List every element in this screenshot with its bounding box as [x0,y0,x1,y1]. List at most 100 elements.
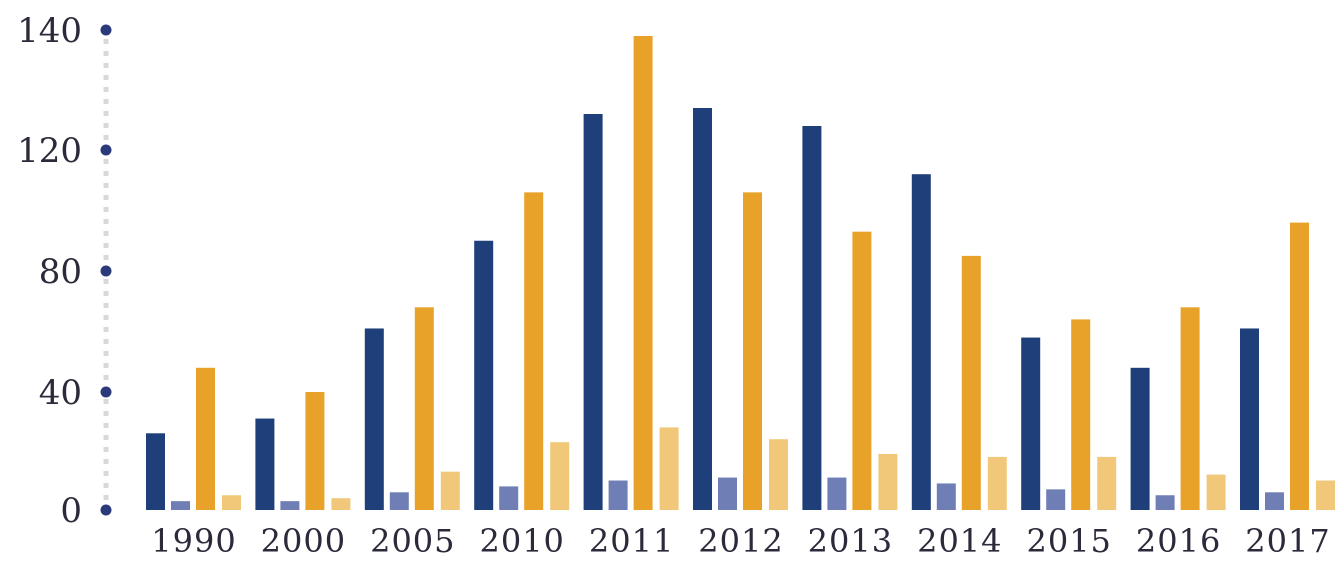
bar-2000-series-4 [331,498,351,510]
bar-2012-series-1 [693,108,712,510]
bar-2017-series-4 [1316,480,1335,510]
axis-dash [103,75,109,80]
x-tick-label-2000: 2000 [261,522,346,560]
bar-1990-series-3 [196,367,215,510]
axis-dash [103,207,109,212]
bar-2005-series-3 [414,307,434,510]
axis-dash [103,87,109,92]
axis-dash [103,459,109,464]
bar-2012-series-3 [743,192,762,510]
x-tick-label-2015: 2015 [1026,522,1111,560]
bar-2016-series-2 [1155,495,1175,510]
axis-dash [103,435,109,440]
bar-2010-series-1 [474,240,494,510]
bar-2013-series-1 [802,126,822,510]
axis-dash [103,375,109,380]
bar-2015-series-2 [1046,489,1066,510]
axis-dash [103,231,109,236]
bar-2012-series-4 [769,439,788,510]
y-tick-dot [100,265,112,277]
axis-dash [103,483,109,488]
bar-2011-series-3 [633,36,653,510]
bar-2014-series-2 [936,483,956,510]
axis-dash [103,183,109,188]
bar-2015-series-1 [1021,337,1041,510]
bar-2000-series-2 [280,501,300,510]
x-tick-label-2010: 2010 [479,522,564,560]
x-tick-label-2013: 2013 [808,522,893,560]
bar-2014-series-4 [987,456,1007,510]
y-axis: 0 40 80 120 140 [17,11,112,531]
y-tick-label: 40 [39,373,82,413]
axis-dash [103,495,109,500]
axis-dash [103,399,109,404]
axis-dash [103,39,109,44]
bar-2017-series-3 [1290,222,1309,510]
x-tick-label-2014: 2014 [917,522,1002,560]
bar-2010-series-3 [524,192,544,510]
bar-1990-series-4 [222,495,241,510]
bar-2014-series-1 [911,174,931,510]
bar-2011-series-1 [583,114,603,510]
bar-2016-series-1 [1130,367,1150,510]
axis-dash [103,123,109,128]
bar-2013-series-3 [852,231,872,511]
y-tick-dot [100,24,112,36]
x-axis-labels: 1990 2000 2005 2010 2011 2012 2013 2014 2015 2016… [151,522,1330,560]
bar-2015-series-3 [1071,319,1091,510]
bar-2017-series-1 [1240,328,1259,510]
axis-dash [103,423,109,428]
bar-2017-series-2 [1265,492,1284,510]
axis-dash [103,135,109,140]
bar-2011-series-2 [608,480,628,510]
bar-2005-series-1 [364,328,384,510]
axis-dash [103,159,109,164]
bar-1990-series-2 [171,501,190,510]
bar-2016-series-4 [1206,474,1226,510]
axis-dash [103,51,109,56]
x-tick-label-2012: 2012 [698,522,783,560]
x-tick-label-2016: 2016 [1136,522,1221,560]
axis-dash [103,315,109,320]
axis-dash [103,279,109,284]
axis-dash [103,327,109,332]
axis-dash [103,111,109,116]
bar-2000-series-1 [255,418,275,510]
bar-2016-series-3 [1180,307,1200,510]
bar-2010-series-4 [550,442,570,510]
bar-2015-series-4 [1097,456,1117,510]
axis-dash [103,99,109,104]
x-tick-label-2011: 2011 [589,522,674,560]
bar-2000-series-3 [305,392,325,510]
bars [146,36,1335,511]
axis-dash [103,471,109,476]
bar-1990-series-1 [146,433,165,510]
bar-2013-series-2 [827,477,847,510]
y-tick-label: 140 [17,11,82,51]
bar-2012-series-2 [718,477,737,510]
bar-2014-series-3 [961,255,981,510]
axis-dash [103,255,109,260]
x-tick-label-2017: 2017 [1245,522,1330,560]
y-tick-dot [100,144,112,156]
y-tick-label: 80 [39,252,82,292]
axis-dash [103,291,109,296]
axis-dash [103,363,109,368]
axis-dash [103,63,109,68]
bar-2010-series-2 [499,486,519,510]
axis-dash [103,303,109,308]
y-tick-dot [100,504,112,516]
bar-2005-series-4 [440,471,460,510]
axis-dash [103,447,109,452]
bar-2011-series-4 [659,427,679,510]
axis-dash [103,219,109,224]
bar-2005-series-2 [389,492,409,510]
axis-dash [103,171,109,176]
y-tick-label: 120 [17,131,82,171]
axis-dash [103,243,109,248]
axis-dash [103,411,109,416]
axis-dash [103,339,109,344]
bar-2013-series-4 [878,453,898,510]
